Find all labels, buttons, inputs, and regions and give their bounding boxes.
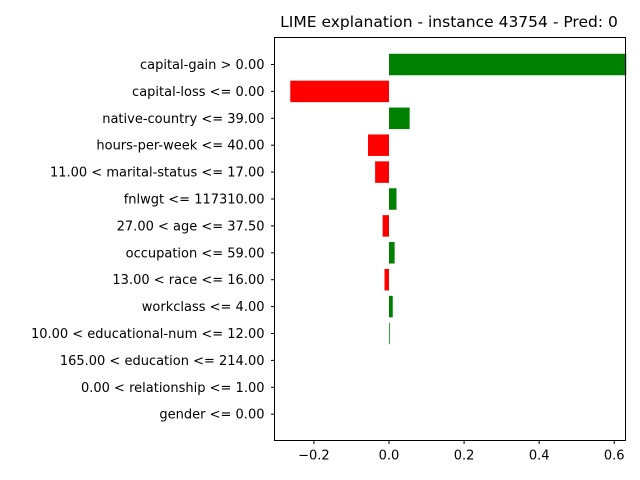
x-tick-label: −0.2 (298, 449, 330, 464)
y-tick-label: 165.00 < education <= 214.00 (60, 354, 265, 369)
y-tick-label: 13.00 < race <= 16.00 (112, 273, 264, 288)
y-tick-label: gender <= 0.00 (159, 408, 264, 423)
y-tick-label: capital-gain > 0.00 (140, 58, 265, 73)
y-tick-label: 0.00 < relationship <= 1.00 (81, 381, 265, 396)
y-tick-label: 27.00 < age <= 37.50 (117, 219, 265, 234)
y-tick-label: hours-per-week <= 40.00 (96, 139, 264, 154)
bars-group (290, 53, 627, 345)
bar (388, 107, 410, 130)
bar (388, 322, 390, 345)
y-tick-label: 10.00 < educational-num <= 12.00 (31, 327, 265, 342)
chart-title: LIME explanation - instance 43754 - Pred… (280, 13, 618, 31)
bar (388, 242, 395, 264)
y-ticks-group: capital-gain > 0.00 capital-loss <= 0.00 n… (31, 58, 275, 423)
bar (367, 134, 389, 156)
y-tick-label: 11.00 < marital-status <= 17.00 (50, 166, 265, 181)
y-tick-label: capital-loss <= 0.00 (132, 85, 264, 100)
bar (375, 161, 389, 183)
plot-frame (274, 37, 626, 441)
x-ticks-group: −0.2 0.0 0.2 0.4 0.6 (298, 440, 625, 464)
x-tick-label: 0.0 (379, 449, 400, 464)
bar (382, 215, 389, 237)
x-tick-label: 0.6 (604, 449, 625, 464)
y-tick-label: workclass <= 4.00 (142, 300, 265, 315)
y-tick-label: native-country <= 39.00 (102, 112, 264, 127)
y-tick-label: fnlwgt <= 117310.00 (124, 193, 265, 208)
y-tick-label: occupation <= 59.00 (126, 246, 265, 261)
bar (384, 268, 389, 291)
x-tick-label: 0.4 (529, 449, 550, 464)
bar (388, 53, 627, 76)
bar (388, 295, 393, 318)
x-tick-label: 0.2 (454, 449, 475, 464)
bar (388, 188, 397, 210)
bar (290, 80, 389, 103)
